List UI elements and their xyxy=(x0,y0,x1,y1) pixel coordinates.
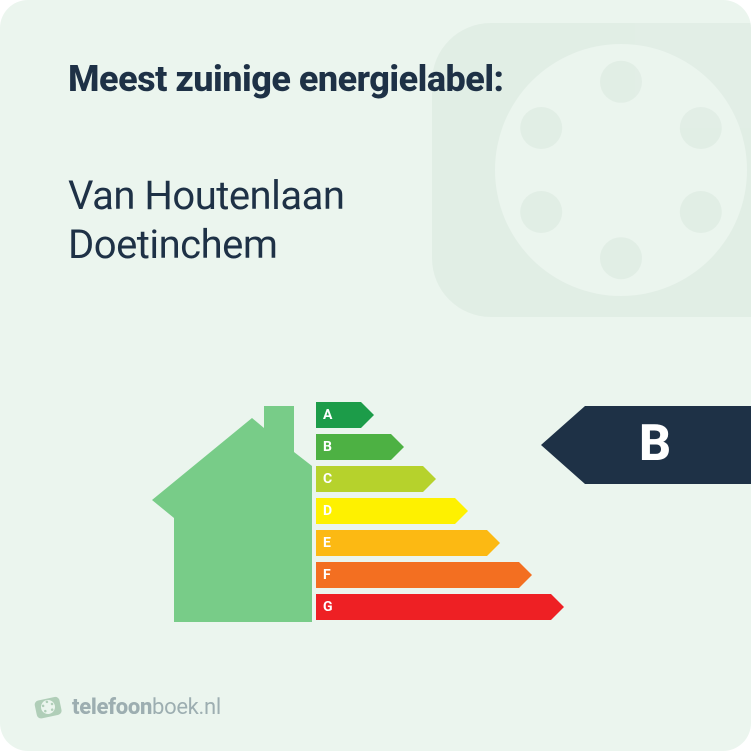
address-line-2: Doetinchem xyxy=(68,221,344,270)
energy-bar-e: E xyxy=(316,530,616,556)
footer: telefoonboek.nl xyxy=(34,693,221,721)
energy-bar-letter: B xyxy=(323,439,332,455)
energy-bar-letter: D xyxy=(323,503,332,519)
rating-badge: B xyxy=(541,406,751,484)
address-block: Van Houtenlaan Doetinchem xyxy=(68,172,344,270)
energy-bar-letter: G xyxy=(323,599,333,615)
energy-bar-letter: C xyxy=(323,471,332,487)
footer-brand-light: boek.nl xyxy=(152,695,221,720)
footer-brand: telefoonboek.nl xyxy=(72,695,221,720)
address-line-1: Van Houtenlaan xyxy=(68,172,344,221)
energy-bar-d: D xyxy=(316,498,616,524)
footer-logo-icon xyxy=(34,693,62,721)
watermark-dial-icon xyxy=(411,0,751,380)
energy-bar-shape xyxy=(316,466,436,492)
energy-bar-f: F xyxy=(316,562,616,588)
rating-letter: B xyxy=(639,415,671,473)
energy-bar-shape xyxy=(316,530,500,556)
energy-bar-letter: F xyxy=(323,567,331,583)
card-title: Meest zuinige energielabel: xyxy=(68,58,504,100)
energy-bar-shape xyxy=(316,498,468,524)
footer-brand-bold: telefoon xyxy=(72,695,152,720)
energy-bar-shape xyxy=(316,594,564,620)
energy-bar-g: G xyxy=(316,594,616,620)
energy-bar-letter: A xyxy=(323,407,332,423)
energy-label-card: Meest zuinige energielabel: Van Houtenla… xyxy=(0,0,751,751)
energy-bar-letter: E xyxy=(323,535,331,551)
house-icon xyxy=(152,400,312,622)
energy-bar-shape xyxy=(316,562,532,588)
